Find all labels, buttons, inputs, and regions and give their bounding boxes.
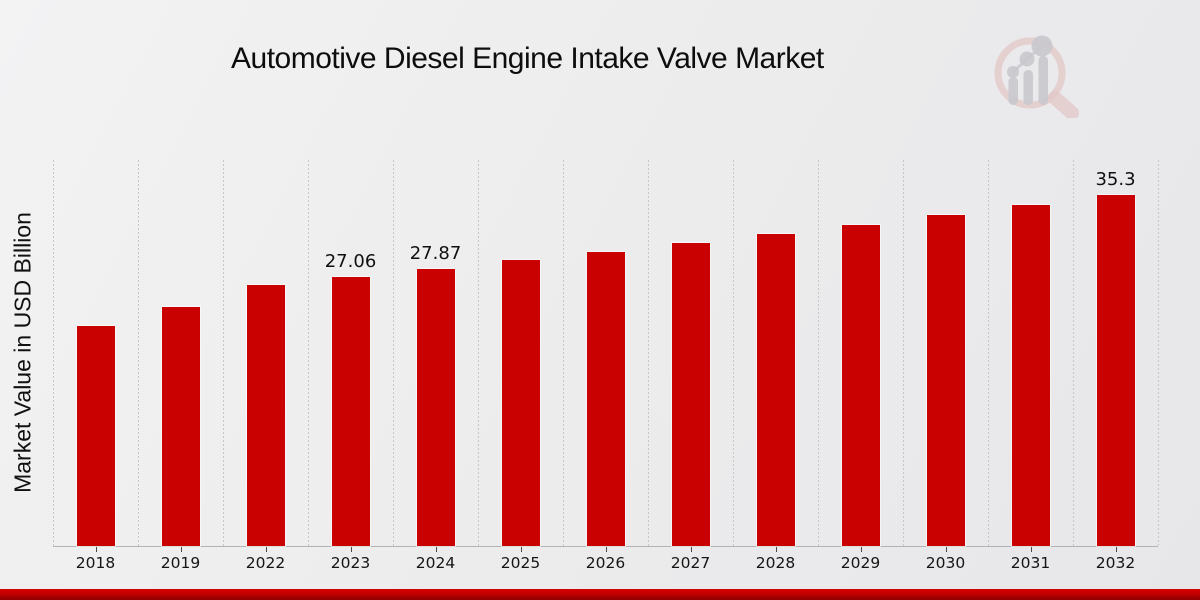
gridline [478, 160, 479, 546]
x-tick-label-2030: 2030 [925, 554, 966, 572]
x-tick-label-2029: 2029 [840, 554, 881, 572]
x-tick-label-2018: 2018 [75, 554, 116, 572]
x-tick [1115, 547, 1117, 552]
x-tick-label-2031: 2031 [1010, 554, 1051, 572]
bar-2022 [246, 285, 285, 546]
x-tick [690, 547, 692, 552]
magnifier-chart-logo-icon [994, 35, 1079, 118]
bar-2029 [841, 225, 880, 546]
bar-2019 [161, 307, 200, 546]
x-tick-label-2023: 2023 [330, 554, 371, 572]
gridline [1073, 160, 1074, 546]
gridline [308, 160, 309, 546]
x-tick [775, 547, 777, 552]
bar-2030 [926, 215, 965, 546]
gridline [733, 160, 734, 546]
x-tick [520, 547, 522, 552]
bar-2018 [76, 326, 115, 546]
x-axis-line [53, 546, 1158, 547]
bar-2025 [501, 260, 540, 546]
bar-2027 [671, 243, 710, 546]
footer-accent-band [0, 589, 1200, 600]
gridline [1158, 160, 1159, 546]
plot-area: 2018 2019 2022 27.06 2023 27.87 2024 2025 2026 20… [53, 160, 1159, 572]
bar-value-label-2023: 27.06 [324, 251, 377, 272]
chart-title: Automotive Diesel Engine Intake Valve Ma… [231, 42, 824, 75]
x-tick [265, 547, 267, 552]
gridline [648, 160, 649, 546]
bar-2028 [756, 234, 795, 546]
x-tick [435, 547, 437, 552]
x-tick [180, 547, 182, 552]
bar-value-label-2032: 35.3 [1095, 169, 1136, 190]
gridline [223, 160, 224, 546]
gridline [393, 160, 394, 546]
bar-2023 [331, 277, 370, 546]
x-tick [1030, 547, 1032, 552]
x-tick-label-2027: 2027 [670, 554, 711, 572]
gridline [138, 160, 139, 546]
bar-2024 [416, 269, 455, 546]
x-tick [95, 547, 97, 552]
gridline [903, 160, 904, 546]
y-axis-label: Market Value in USD Billion [9, 212, 36, 493]
x-tick-label-2025: 2025 [500, 554, 541, 572]
x-tick-label-2024: 2024 [415, 554, 456, 572]
x-tick [350, 547, 352, 552]
x-tick-label-2026: 2026 [585, 554, 626, 572]
x-tick-label-2028: 2028 [755, 554, 796, 572]
bar-2026 [586, 252, 625, 546]
gridline [818, 160, 819, 546]
bar-value-label-2024: 27.87 [409, 243, 462, 264]
x-tick-label-2032: 2032 [1095, 554, 1136, 572]
gridline [988, 160, 989, 546]
gridline [53, 160, 54, 546]
x-tick [605, 547, 607, 552]
gridline [563, 160, 564, 546]
bar-2032 [1096, 195, 1135, 546]
x-tick-label-2019: 2019 [160, 554, 201, 572]
x-tick [945, 547, 947, 552]
x-tick [860, 547, 862, 552]
x-tick-label-2022: 2022 [245, 554, 286, 572]
bar-2031 [1011, 205, 1050, 546]
